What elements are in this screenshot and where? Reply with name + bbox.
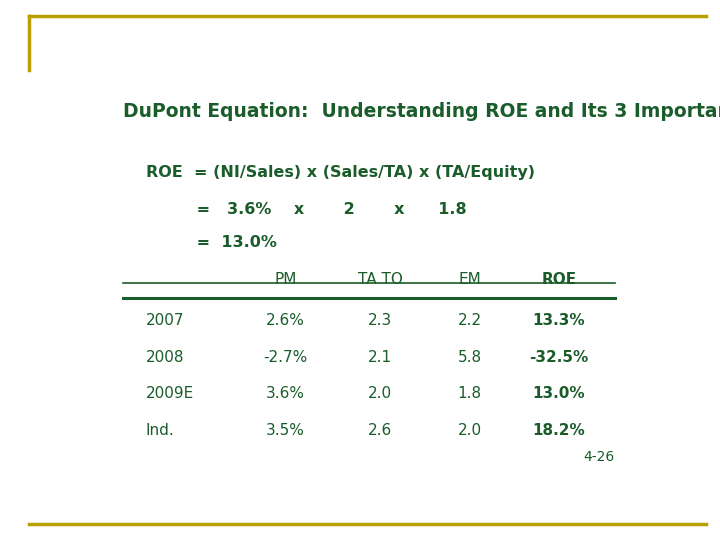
Text: DuPont Equation:  Understanding ROE and Its 3 Important Drivers: DuPont Equation: Understanding ROE and I…	[124, 102, 720, 121]
Text: =  13.0%: = 13.0%	[145, 235, 276, 250]
Text: 18.2%: 18.2%	[532, 423, 585, 438]
Text: 2.1: 2.1	[368, 349, 392, 364]
Text: 2.0: 2.0	[457, 423, 482, 438]
Text: 13.3%: 13.3%	[532, 313, 585, 328]
Text: 2.6%: 2.6%	[266, 313, 305, 328]
Text: 3.5%: 3.5%	[266, 423, 305, 438]
Text: 2007: 2007	[145, 313, 184, 328]
Text: 2.0: 2.0	[368, 386, 392, 401]
Text: -2.7%: -2.7%	[264, 349, 307, 364]
Text: 1.8: 1.8	[457, 386, 482, 401]
Text: ROE  = (NI/Sales) x (Sales/TA) x (TA/Equity): ROE = (NI/Sales) x (Sales/TA) x (TA/Equi…	[145, 165, 535, 180]
Text: 5.8: 5.8	[457, 349, 482, 364]
Text: 2.3: 2.3	[368, 313, 392, 328]
Text: 13.0%: 13.0%	[532, 386, 585, 401]
Text: 2008: 2008	[145, 349, 184, 364]
Text: ROE: ROE	[541, 272, 576, 287]
Text: 2.6: 2.6	[368, 423, 392, 438]
Text: Ind.: Ind.	[145, 423, 174, 438]
Text: EM: EM	[458, 272, 481, 287]
Text: -32.5%: -32.5%	[529, 349, 588, 364]
Text: =   3.6%    x       2       x      1.8: = 3.6% x 2 x 1.8	[145, 202, 467, 217]
Text: 2.2: 2.2	[457, 313, 482, 328]
Text: 4-26: 4-26	[583, 450, 615, 464]
Text: 2009E: 2009E	[145, 386, 194, 401]
Text: TA TO: TA TO	[358, 272, 402, 287]
Text: PM: PM	[274, 272, 297, 287]
Text: 3.6%: 3.6%	[266, 386, 305, 401]
